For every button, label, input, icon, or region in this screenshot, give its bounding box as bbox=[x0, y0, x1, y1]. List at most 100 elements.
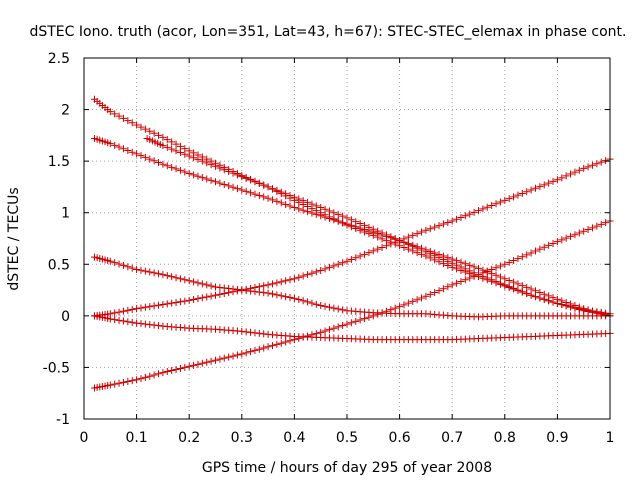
data-point bbox=[483, 267, 491, 275]
y-tick-label: 2.5 bbox=[48, 51, 70, 67]
data-point bbox=[185, 362, 193, 370]
data-point bbox=[159, 160, 167, 168]
data-point bbox=[194, 172, 202, 180]
data-point bbox=[198, 359, 206, 367]
data-point bbox=[461, 265, 469, 273]
data-point bbox=[426, 225, 434, 233]
data-point bbox=[496, 262, 504, 270]
data-point bbox=[549, 177, 557, 185]
y-tick-label: 1.5 bbox=[48, 154, 70, 170]
data-point bbox=[422, 248, 430, 256]
data-point bbox=[404, 240, 412, 248]
data-point bbox=[312, 268, 320, 276]
data-point bbox=[321, 265, 329, 273]
data-point bbox=[124, 117, 132, 125]
data-point bbox=[282, 200, 290, 208]
data-point bbox=[268, 290, 276, 298]
data-point bbox=[128, 318, 136, 326]
data-point bbox=[268, 185, 276, 193]
data-point bbox=[299, 272, 307, 280]
data-point bbox=[198, 157, 206, 165]
y-axis-ticks: -1 -0.5 0 0.5 1 1.5 2 2.5 bbox=[43, 51, 610, 428]
data-point bbox=[321, 302, 329, 310]
data-point bbox=[475, 264, 482, 272]
data-point bbox=[453, 279, 461, 287]
data-point bbox=[260, 181, 268, 189]
data-point bbox=[273, 291, 281, 299]
data-point bbox=[264, 281, 272, 289]
data-point bbox=[518, 253, 526, 261]
y-axis-label: dSTEC / TECUs bbox=[6, 187, 22, 290]
data-point bbox=[141, 153, 149, 161]
data-point bbox=[146, 155, 154, 163]
data-point bbox=[229, 183, 237, 191]
x-tick-label: 1 bbox=[606, 430, 615, 446]
data-point bbox=[580, 227, 588, 235]
data-point bbox=[220, 181, 228, 189]
data-point bbox=[106, 315, 114, 323]
data-point bbox=[343, 214, 351, 222]
data-point bbox=[225, 167, 233, 175]
data-point bbox=[453, 215, 461, 223]
data-point bbox=[514, 191, 522, 199]
data-point bbox=[584, 226, 592, 234]
data-point bbox=[356, 226, 364, 234]
data-point bbox=[308, 299, 316, 307]
data-point bbox=[325, 207, 333, 215]
data-point bbox=[286, 337, 294, 345]
data-point bbox=[216, 164, 224, 172]
data-point bbox=[365, 313, 373, 321]
data-point bbox=[404, 299, 412, 307]
data-point bbox=[571, 304, 579, 312]
data-points bbox=[91, 95, 614, 392]
series-satellite-track-e bbox=[91, 155, 614, 320]
data-point bbox=[260, 289, 268, 297]
x-tick-label: 0.9 bbox=[546, 430, 568, 446]
data-point bbox=[155, 370, 163, 378]
data-point bbox=[531, 184, 539, 192]
data-point bbox=[286, 276, 294, 284]
data-point bbox=[150, 157, 158, 165]
data-point bbox=[492, 200, 500, 208]
data-point bbox=[168, 145, 176, 153]
data-point bbox=[527, 186, 535, 194]
data-point bbox=[439, 255, 447, 263]
data-point bbox=[238, 350, 246, 358]
data-point bbox=[150, 371, 158, 379]
data-point bbox=[290, 193, 298, 201]
data-point bbox=[155, 131, 163, 139]
data-point bbox=[233, 171, 241, 179]
x-tick-label: 0.4 bbox=[283, 430, 305, 446]
data-point bbox=[115, 379, 123, 387]
data-point bbox=[216, 355, 224, 363]
data-point bbox=[194, 279, 202, 287]
data-point bbox=[119, 114, 127, 122]
data-point bbox=[317, 266, 325, 274]
data-point bbox=[106, 257, 114, 265]
data-point bbox=[137, 266, 145, 274]
data-point bbox=[185, 152, 193, 160]
data-point bbox=[575, 166, 583, 174]
data-point bbox=[343, 257, 351, 265]
data-point bbox=[198, 280, 206, 288]
data-point bbox=[374, 227, 382, 235]
data-point bbox=[295, 195, 303, 203]
data-point bbox=[466, 210, 474, 218]
data-point bbox=[212, 162, 219, 170]
data-point bbox=[352, 218, 360, 226]
data-point bbox=[536, 183, 544, 191]
data-point bbox=[260, 282, 268, 290]
data-point bbox=[352, 225, 360, 233]
data-point bbox=[536, 294, 544, 302]
data-point bbox=[536, 245, 544, 253]
data-point bbox=[247, 189, 255, 197]
data-point bbox=[391, 238, 399, 246]
data-point bbox=[111, 141, 119, 149]
data-point bbox=[339, 321, 347, 329]
data-point bbox=[146, 127, 154, 135]
data-point bbox=[203, 358, 211, 366]
data-point bbox=[510, 278, 518, 286]
data-point bbox=[361, 250, 369, 258]
data-point bbox=[466, 267, 474, 275]
data-point bbox=[361, 221, 369, 229]
